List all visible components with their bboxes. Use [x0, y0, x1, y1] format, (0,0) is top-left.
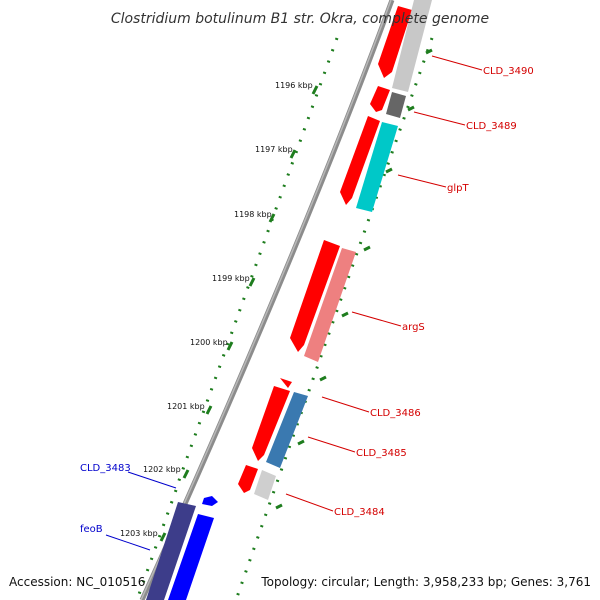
gene-cld-3486-small-arrow[interactable]: [280, 378, 292, 388]
gene-feob-arrow[interactable]: [168, 514, 214, 600]
feature-cld-3490-gray: [392, 0, 432, 92]
gene-cld-3484-arrow[interactable]: [238, 465, 258, 493]
feature-args-pink: [304, 248, 356, 362]
feature-cld-3484-gray: [254, 470, 276, 500]
scale-major-ticks: [159, 48, 433, 542]
gene-cld-3486-arrow[interactable]: [252, 386, 290, 461]
scale-label-1196-kbp: 1196 kbp: [275, 81, 313, 90]
gene-label-feob[interactable]: feoB: [80, 524, 103, 535]
gene-glpt-arrow[interactable]: [340, 116, 380, 205]
gene-label-glpt[interactable]: glpT: [447, 183, 469, 194]
gene-label-cld-3489[interactable]: CLD_3489: [466, 121, 517, 132]
feature-cld-3489-gray: [386, 92, 406, 118]
feature-cld-3485-steelblue[interactable]: [266, 392, 308, 468]
gene-args-arrow[interactable]: [290, 240, 340, 352]
feature-glpt-cyan: [356, 122, 398, 212]
scale-label-1198-kbp: 1198 kbp: [234, 210, 272, 219]
map-title: Clostridium botulinum B1 str. Okra, comp…: [111, 11, 489, 27]
gene-cld-3490-arrow[interactable]: [378, 6, 412, 78]
gene-cld-3489-arrow[interactable]: [370, 86, 390, 112]
scale-label-1202-kbp: 1202 kbp: [143, 465, 181, 474]
gene-cld-3483-arrow[interactable]: [146, 502, 196, 600]
genome-backbone-highlight: [140, 0, 392, 600]
leader-lines-blue: [105, 471, 177, 551]
accession-text: Accession: NC_010516: [9, 575, 145, 589]
scale-label-1203-kbp: 1203 kbp: [120, 529, 158, 538]
gene-label-cld-3485[interactable]: CLD_3485: [356, 448, 407, 459]
gene-label-cld-3484[interactable]: CLD_3484: [334, 507, 385, 518]
gene-label-cld-3490[interactable]: CLD_3490: [483, 66, 534, 77]
scale-dotted-line-left: [135, 37, 339, 600]
gene-labels: CLD_3490 CLD_3489 glpT argS CLD_3486 CLD…: [80, 66, 534, 535]
scale-label-1200-kbp: 1200 kbp: [190, 338, 228, 347]
gene-feob-small-arrow[interactable]: [202, 496, 218, 506]
topology-text: Topology: circular; Length: 3,958,233 bp…: [260, 575, 591, 589]
scale-label-1197-kbp: 1197 kbp: [255, 145, 293, 154]
gene-label-cld-3486[interactable]: CLD_3486: [370, 408, 421, 419]
scale-label-1199-kbp: 1199 kbp: [212, 274, 250, 283]
scale-label-1201-kbp: 1201 kbp: [167, 402, 205, 411]
genome-backbone: [139, 0, 395, 600]
leader-lines-red: [285, 55, 483, 512]
scale-labels: 1196 kbp 1197 kbp 1198 kbp 1199 kbp 1200…: [120, 81, 313, 538]
gene-label-args[interactable]: argS: [402, 322, 425, 333]
gene-label-cld-3483[interactable]: CLD_3483: [80, 463, 131, 474]
